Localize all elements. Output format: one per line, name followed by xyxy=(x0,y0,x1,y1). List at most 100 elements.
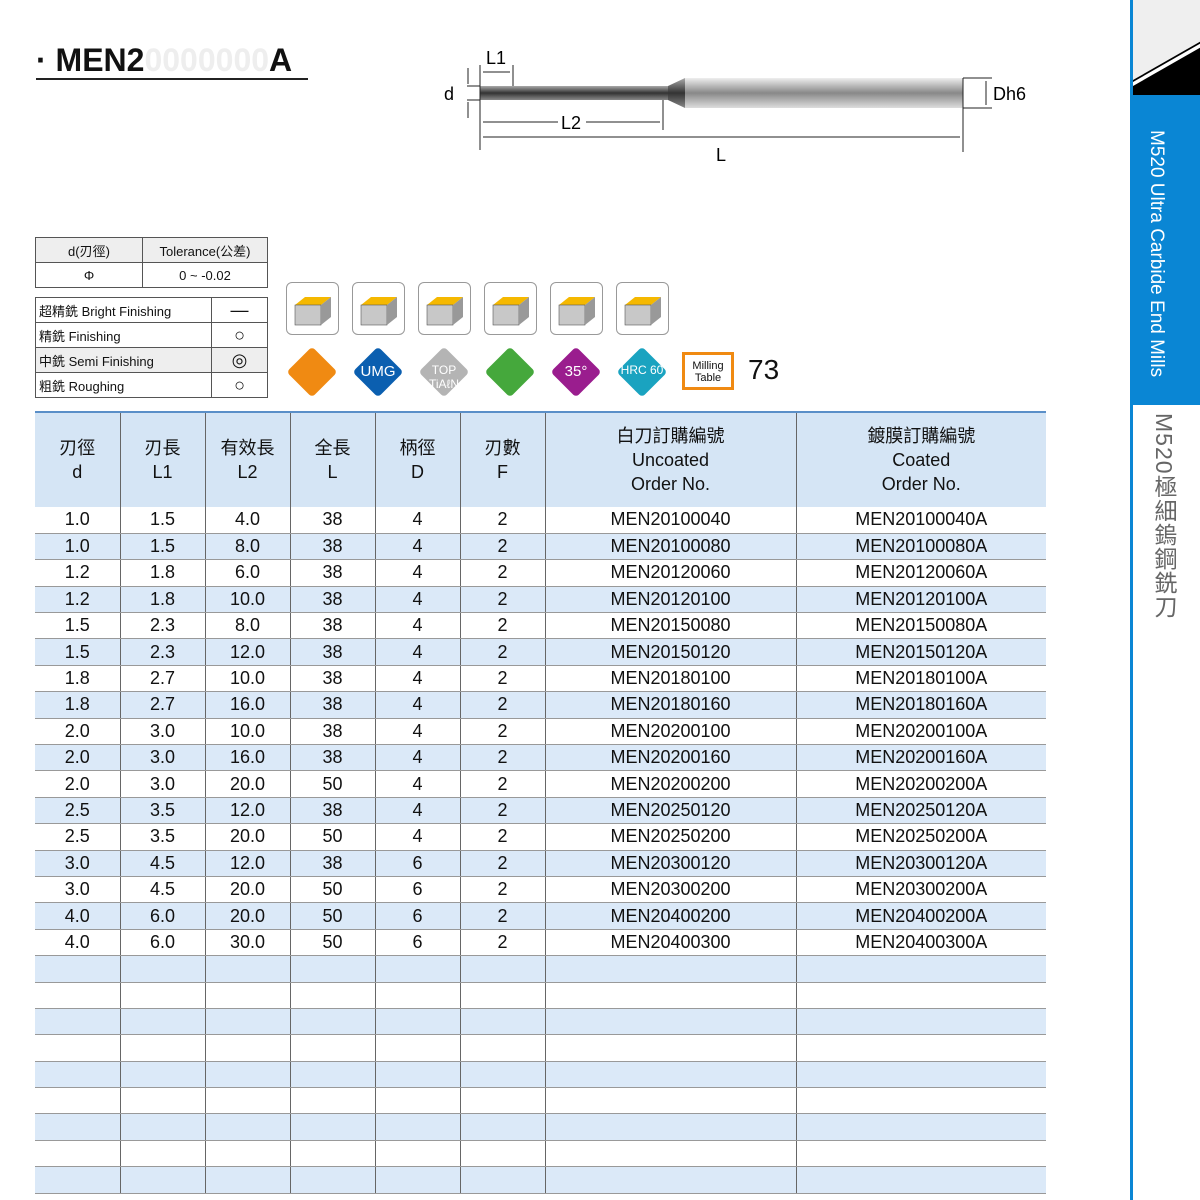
table-cell: 2 xyxy=(459,876,545,904)
table-cell xyxy=(795,1061,1046,1089)
table-cell: 4.0 xyxy=(204,507,290,534)
table-cell: 1.8 xyxy=(119,559,205,587)
table-cell: 8.0 xyxy=(204,612,290,640)
table-cell: 6 xyxy=(374,850,460,877)
table-cell: 2.0 xyxy=(35,718,120,746)
l1-label: L1 xyxy=(486,48,506,68)
slotting-icon xyxy=(352,282,405,335)
table-cell: 3.5 xyxy=(119,823,205,851)
table-cell: MEN20100080A xyxy=(795,533,1046,561)
table-cell xyxy=(289,1061,375,1089)
table-cell: 2 xyxy=(459,691,545,719)
d-label: d xyxy=(444,84,454,104)
table-cell xyxy=(459,1166,545,1194)
table-cell: MEN20180100A xyxy=(795,665,1046,693)
table-cell xyxy=(374,955,460,983)
table-cell xyxy=(374,1034,460,1062)
dh6-label: Dh6 xyxy=(993,84,1026,104)
table-cell: MEN20200200A xyxy=(795,770,1046,798)
table-cell xyxy=(544,1087,796,1115)
face-milling-icon xyxy=(286,282,339,335)
table-row: 1.8 2.7 16.0 38 4 2 MEN20180160 MEN20180160A xyxy=(35,691,1046,719)
table-cell: 4.0 xyxy=(35,929,120,957)
table-cell: MEN20250120A xyxy=(795,797,1046,825)
table-cell xyxy=(374,1087,460,1115)
table-cell: MEN20150080A xyxy=(795,612,1046,640)
table-cell: 2 xyxy=(459,586,545,614)
table-cell: 20.0 xyxy=(204,876,290,904)
table-cell: 2.0 xyxy=(35,744,120,772)
flute-cross-section-icon xyxy=(286,346,338,398)
column-header: 柄徑 D xyxy=(374,411,460,507)
table-cell: 4 xyxy=(374,665,460,693)
table-cell: 3.5 xyxy=(119,797,205,825)
table-cell: 6 xyxy=(374,929,460,957)
table-cell: 4.5 xyxy=(119,850,205,877)
table-cell: 2 xyxy=(459,612,545,640)
table-cell xyxy=(544,1008,796,1036)
table-cell: MEN20250120 xyxy=(544,797,796,825)
table-cell: MEN20150120 xyxy=(544,638,796,666)
table-row: 4.0 6.0 20.0 50 6 2 MEN20400200 MEN20400200A xyxy=(35,902,1046,930)
table-row: 1.0 1.5 8.0 38 4 2 MEN20100080 MEN20100080A xyxy=(35,533,1046,561)
table-cell: 4 xyxy=(374,823,460,851)
table-cell: 38 xyxy=(289,559,375,587)
table-cell: MEN20400300 xyxy=(544,929,796,957)
table-cell: 4 xyxy=(374,797,460,825)
table-cell: 10.0 xyxy=(204,665,290,693)
table-cell xyxy=(289,1034,375,1062)
table-cell: 1.0 xyxy=(35,507,120,534)
column-header: 刃徑 d xyxy=(35,411,120,507)
table-cell xyxy=(795,1140,1046,1168)
table-cell: MEN20200100 xyxy=(544,718,796,746)
table-cell xyxy=(795,1166,1046,1194)
table-cell xyxy=(459,955,545,983)
table-cell: 50 xyxy=(289,876,375,904)
table-cell: 4 xyxy=(374,691,460,719)
table-cell xyxy=(119,1166,205,1194)
table-cell: 2 xyxy=(459,507,545,534)
column-header: 刃長 L1 xyxy=(119,411,205,507)
table-cell: 3.0 xyxy=(119,770,205,798)
table-cell: MEN20200100A xyxy=(795,718,1046,746)
table-cell: 4 xyxy=(374,586,460,614)
empty-row xyxy=(35,1087,1046,1115)
sidebar-chinese-title: M520極細鎢鋼銑刀 xyxy=(1151,413,1177,619)
product-table: 刃徑 d 刃長 L1 有效長 L2 全長 L 柄徑 D 刃數 F 白刀訂購編號 Uncoated Order… xyxy=(35,411,1046,1194)
table-row: 3.0 4.5 20.0 50 6 2 MEN20300200 MEN20300200A xyxy=(35,876,1046,904)
milling-table-icon[interactable]: Milling Table xyxy=(682,352,734,390)
table-cell: MEN20250200A xyxy=(795,823,1046,851)
table-cell: MEN20180100 xyxy=(544,665,796,693)
table-cell: MEN20100040 xyxy=(544,507,796,534)
empty-row xyxy=(35,1113,1046,1141)
milling-table-page[interactable]: 73 xyxy=(748,354,780,385)
table-cell: 38 xyxy=(289,665,375,693)
coating-icon: TOP TiAℓN xyxy=(418,346,470,398)
table-cell: MEN20300120A xyxy=(795,850,1046,877)
table-cell: MEN20100080 xyxy=(544,533,796,561)
table-cell: 38 xyxy=(289,612,375,640)
table-cell xyxy=(204,1166,290,1194)
table-cell xyxy=(795,1087,1046,1115)
table-cell: 2.0 xyxy=(35,770,120,798)
table-cell xyxy=(35,1140,120,1168)
table-cell: 16.0 xyxy=(204,744,290,772)
table-cell xyxy=(35,1087,120,1115)
table-cell xyxy=(795,1034,1046,1062)
table-cell xyxy=(119,1140,205,1168)
empty-row xyxy=(35,1034,1046,1062)
table-cell: 4 xyxy=(374,533,460,561)
table-cell xyxy=(374,1140,460,1168)
table-row: 1.0 1.5 4.0 38 4 2 MEN20100040 MEN20100040A xyxy=(35,507,1046,534)
table-cell: 20.0 xyxy=(204,902,290,930)
l2-label: L2 xyxy=(561,113,581,133)
table-cell xyxy=(119,1087,205,1115)
table-cell xyxy=(459,982,545,1009)
table-cell: 2 xyxy=(459,665,545,693)
table-cell: MEN20150120A xyxy=(795,638,1046,666)
table-cell xyxy=(459,1087,545,1115)
table-cell xyxy=(204,1113,290,1141)
table-cell: MEN20180160A xyxy=(795,691,1046,719)
table-cell: MEN20150080 xyxy=(544,612,796,640)
